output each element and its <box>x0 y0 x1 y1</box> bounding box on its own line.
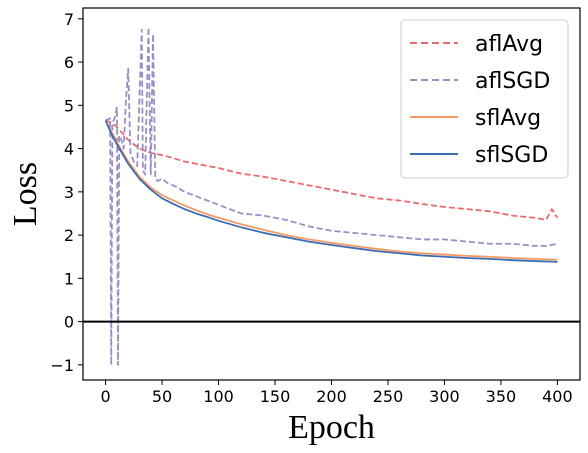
x-tick-label: 0 <box>100 387 110 406</box>
y-tick-label: 3 <box>64 183 74 202</box>
x-tick-label: 250 <box>373 387 404 406</box>
y-tick-label: 6 <box>64 53 74 72</box>
legend-label-aflsgd: aflSGD <box>475 69 550 94</box>
series-layer <box>104 26 559 366</box>
series-line-aflavg <box>105 119 559 221</box>
x-tick-label: 50 <box>152 387 172 406</box>
x-axis-title: Epoch <box>288 409 375 446</box>
y-axis-ticks: −1 0 1 2 3 4 5 6 7 <box>50 10 83 375</box>
series-line-sflsgd <box>104 120 558 263</box>
legend: aflAvg aflSGD sflAvg sflSGD <box>400 19 569 179</box>
y-tick-label: −1 <box>50 356 74 375</box>
x-tick-label: 200 <box>316 387 347 406</box>
y-axis-title: Loss <box>7 162 44 226</box>
y-tick-label: 7 <box>64 10 74 29</box>
series-line-sflavg <box>104 120 558 261</box>
legend-label-sflsgd: sflSGD <box>475 143 548 168</box>
y-tick-label: 5 <box>64 96 74 115</box>
y-tick-label: 4 <box>64 140 74 159</box>
legend-box <box>400 19 569 179</box>
y-tick-label: 0 <box>64 313 74 332</box>
x-tick-label: 350 <box>486 387 517 406</box>
series-line-aflsgd <box>105 26 558 366</box>
x-tick-label: 150 <box>260 387 291 406</box>
x-axis-ticks: 0 50 100 150 200 250 300 350 400 <box>100 380 573 406</box>
x-tick-label: 300 <box>429 387 460 406</box>
y-tick-label: 1 <box>64 269 74 288</box>
x-tick-label: 400 <box>542 387 573 406</box>
legend-label-sflavg: sflAvg <box>475 106 541 131</box>
legend-label-aflavg: aflAvg <box>475 32 543 57</box>
x-tick-label: 100 <box>203 387 234 406</box>
y-tick-label: 2 <box>64 226 74 245</box>
